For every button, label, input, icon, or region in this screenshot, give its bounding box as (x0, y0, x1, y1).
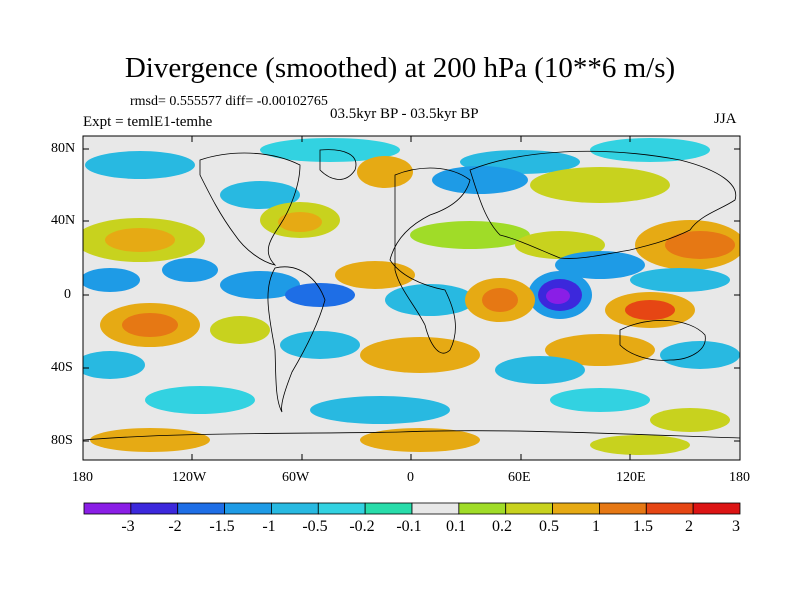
colorbar-swatch-4 (271, 502, 319, 515)
season-label: JJA (714, 111, 737, 127)
colorbar-swatch-12 (645, 502, 694, 515)
colorbar-label-neg0-1: -0.1 (396, 518, 422, 535)
colorbar-label-neg3: -3 (121, 518, 135, 535)
greenland-coast (319, 149, 357, 180)
y-tick-label-40s: 40S (51, 360, 73, 375)
map-ticks (82, 136, 741, 460)
north-america-coast (199, 152, 301, 266)
colorbar-label-0-5: 0.5 (539, 518, 559, 535)
colorbar-swatch-2 (177, 502, 225, 515)
colorbar-label-neg2: -2 (168, 518, 182, 535)
colorbar-boxes (83, 502, 741, 515)
chart-title: Divergence (smoothed) at 200 hPa (10**6 … (124, 52, 676, 84)
y-tick-label-0: 0 (64, 287, 71, 302)
australia-coast (619, 319, 706, 361)
colorbar-swatch-9 (505, 502, 553, 515)
y-tick-label-40n: 40N (51, 213, 76, 228)
europe-africa-coast (389, 167, 471, 354)
period-label: 03.5kyr BP - 03.5kyr BP (330, 106, 479, 122)
colorbar-label-0-2: 0.2 (492, 518, 512, 535)
colorbar-label-1: 1 (592, 518, 600, 535)
colorbar-swatch-3 (224, 502, 272, 515)
colorbar-swatch-6 (364, 502, 413, 515)
colorbar-label-neg1: -1 (262, 518, 276, 535)
x-tick-label-180w: 180 (72, 470, 93, 485)
colorbar-label-neg1-5: -1.5 (209, 518, 235, 535)
x-tick-label-180e: 180 (729, 470, 750, 485)
experiment-label: Expt = temlE1-temhe (83, 114, 213, 130)
asia-coast (469, 150, 737, 259)
y-tick-label-80s: 80S (51, 433, 73, 448)
south-america-coast (267, 266, 326, 413)
x-tick-label-120w: 120W (172, 470, 207, 485)
colorbar-swatch-10 (552, 502, 600, 515)
colorbar-label-1-5: 1.5 (633, 518, 653, 535)
y-tick-label-80n: 80N (51, 141, 76, 156)
x-tick-label-120e: 120E (616, 470, 646, 485)
colorbar-label-neg0-5: -0.5 (302, 518, 328, 535)
colorbar-swatch-0 (83, 502, 132, 515)
stats-label: rmsd= 0.555577 diff= -0.00102765 (130, 94, 328, 109)
colorbar-label-neg0-2: -0.2 (349, 518, 375, 535)
x-tick-label-60e: 60E (508, 470, 531, 485)
colorbar-label-2: 2 (685, 518, 693, 535)
colorbar-swatch-7 (411, 502, 460, 515)
x-tick-label-0: 0 (407, 470, 414, 485)
colorbar-label-0-1: 0.1 (446, 518, 466, 535)
coastline-layer (83, 149, 740, 441)
colorbar-swatch-13 (692, 502, 741, 515)
colorbar-swatch-1 (130, 502, 179, 515)
antarctica-coast (83, 430, 740, 441)
colorbar-swatch-5 (317, 502, 366, 515)
colorbar-swatch-8 (458, 502, 507, 515)
x-tick-label-60w: 60W (282, 470, 310, 485)
colorbar-label-3: 3 (732, 518, 740, 535)
colorbar-swatch-11 (599, 502, 647, 515)
